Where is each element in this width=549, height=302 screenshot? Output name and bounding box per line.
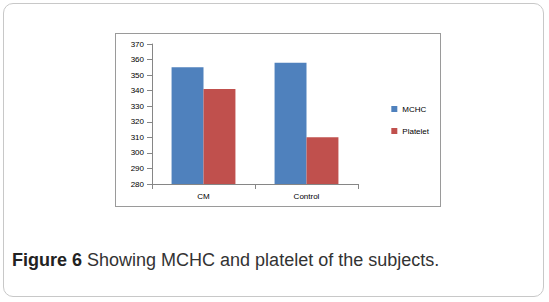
svg-text:360: 360	[131, 55, 145, 64]
svg-text:CM: CM	[197, 192, 210, 201]
svg-text:300: 300	[131, 148, 145, 157]
svg-text:290: 290	[131, 164, 145, 173]
svg-text:340: 340	[131, 86, 145, 95]
svg-text:280: 280	[131, 180, 145, 189]
svg-text:Platelet: Platelet	[402, 127, 429, 136]
svg-text:370: 370	[131, 40, 145, 49]
svg-text:320: 320	[131, 117, 145, 126]
svg-text:310: 310	[131, 133, 145, 142]
svg-text:350: 350	[131, 71, 145, 80]
svg-text:Control: Control	[294, 192, 320, 201]
svg-text:MCHC: MCHC	[402, 105, 426, 114]
html-text:Figure 6 Showing MCHC and plat: Figure 6 Showing MCHC and platelet of th…	[12, 250, 440, 270]
svg-text:330: 330	[131, 102, 145, 111]
